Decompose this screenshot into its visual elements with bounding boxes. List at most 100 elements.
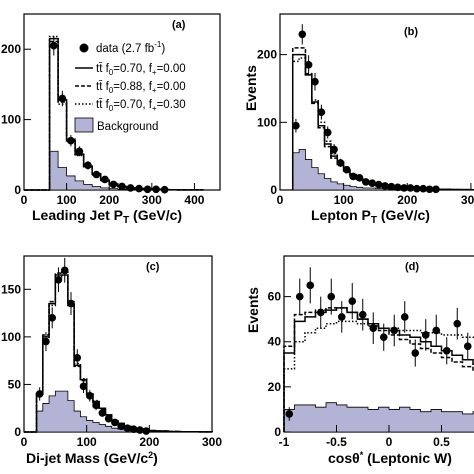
panel-b-data-points bbox=[292, 24, 440, 194]
data-point bbox=[42, 337, 50, 346]
data-point bbox=[323, 128, 332, 137]
legend-dashed-label: tt̄ f0=0.88, f+=0.00 bbox=[96, 81, 186, 95]
data-point bbox=[421, 331, 430, 339]
x-tick-label: 200 bbox=[139, 435, 159, 449]
x-tick-label: -1 bbox=[279, 435, 290, 449]
background-histogram bbox=[283, 402, 474, 433]
data-point bbox=[98, 409, 107, 417]
data-point bbox=[104, 414, 113, 423]
data-point bbox=[362, 178, 370, 186]
panel-b-label: (b) bbox=[404, 26, 418, 38]
data-point bbox=[327, 292, 336, 301]
data-point bbox=[84, 161, 92, 170]
data-point bbox=[135, 184, 143, 193]
panel-a-label: (a) bbox=[172, 19, 186, 31]
y-tick-label: 0 bbox=[274, 425, 281, 439]
data-point bbox=[123, 424, 132, 432]
panel-b-hist-dotted bbox=[291, 57, 474, 191]
data-point bbox=[58, 94, 67, 103]
x-tick-label: 100 bbox=[57, 193, 77, 207]
panel-b: 0 100 200 300 0 100 200 (b) Events Lepton PT (… bbox=[243, 13, 474, 226]
panel-b-hist-solid bbox=[291, 53, 474, 191]
y-tick-label: 0 bbox=[14, 183, 21, 197]
data-point bbox=[379, 333, 388, 342]
data-point bbox=[298, 30, 307, 39]
legend-data-marker bbox=[79, 43, 89, 53]
legend-data-label: data (2.7 fb-1) bbox=[96, 40, 165, 55]
data-point bbox=[292, 121, 300, 130]
data-point bbox=[129, 425, 138, 433]
data-point bbox=[54, 275, 63, 284]
signal-histogram-dashed bbox=[283, 307, 474, 432]
data-point bbox=[432, 326, 441, 335]
data-point bbox=[118, 182, 126, 191]
panel-d-hist-solid bbox=[283, 307, 474, 432]
data-point bbox=[381, 182, 389, 190]
data-point bbox=[358, 310, 367, 319]
data-point bbox=[111, 418, 119, 427]
x-tick-label: 300 bbox=[142, 193, 162, 207]
panel-c-label: (c) bbox=[146, 261, 160, 273]
panel-d-ylabel: Events bbox=[245, 287, 261, 333]
data-point bbox=[369, 324, 378, 333]
data-point bbox=[143, 185, 152, 194]
x-tick-label: 100 bbox=[77, 435, 97, 449]
data-point bbox=[86, 392, 94, 400]
data-point bbox=[75, 147, 84, 156]
x-tick-label: 200 bbox=[397, 193, 417, 207]
data-point bbox=[50, 41, 58, 50]
y-tick-label: 0 bbox=[270, 183, 277, 197]
legend-dotted-label: tt̄ f0=0.70, f+=0.30 bbox=[96, 99, 186, 113]
data-point bbox=[160, 185, 169, 194]
data-point bbox=[413, 184, 421, 193]
data-point bbox=[67, 299, 75, 308]
y-tick-label: 60 bbox=[268, 290, 282, 304]
data-point bbox=[142, 427, 150, 435]
signal-histogram-dashed bbox=[291, 47, 474, 191]
data-point bbox=[306, 281, 315, 290]
data-point bbox=[67, 136, 75, 145]
panel-b-xlabel: Lepton PT (GeV/c) bbox=[311, 207, 430, 226]
y-tick-label: 100 bbox=[257, 115, 277, 129]
data-point bbox=[311, 77, 319, 86]
data-point bbox=[136, 426, 144, 434]
x-tick-label: 0 bbox=[386, 435, 393, 449]
panel-a: 0 100 200 300 400 0 100 200 (a) Leading Jet PT … bbox=[1, 13, 221, 226]
data-point bbox=[101, 175, 109, 184]
panel-c-xlabel: Di-jet Mass (GeV/c2) bbox=[26, 450, 158, 466]
data-point bbox=[92, 170, 101, 179]
y-tick-label: 200 bbox=[257, 48, 277, 62]
panel-b-hist-dashed bbox=[291, 47, 474, 191]
legend: data (2.7 fb-1) tt̄ f0=0.70, f+=0.00 tt̄… bbox=[74, 40, 186, 133]
x-tick-label: -0.5 bbox=[326, 435, 347, 449]
data-point bbox=[109, 180, 118, 189]
y-tick-label: 150 bbox=[1, 282, 21, 296]
panel-c-data-points bbox=[35, 257, 150, 435]
y-tick-label: 200 bbox=[1, 42, 21, 56]
signal-histogram-solid bbox=[283, 307, 474, 432]
y-tick-label: 50 bbox=[8, 377, 22, 391]
data-point bbox=[117, 422, 125, 431]
x-tick-label: 100 bbox=[334, 193, 354, 207]
data-point bbox=[390, 326, 399, 335]
x-tick-label: 300 bbox=[202, 435, 222, 449]
y-tick-label: 100 bbox=[1, 330, 21, 344]
data-point bbox=[330, 145, 338, 154]
data-point bbox=[432, 185, 440, 194]
data-point bbox=[316, 308, 325, 317]
panel-a-data-points bbox=[50, 35, 169, 194]
panel-d-ticks: -1 -0.5 0 0.5 0 20 40 60 bbox=[268, 290, 451, 449]
panel-c-ticks: 0 100 200 300 0 50 100 150 bbox=[1, 282, 222, 449]
legend-background-swatch bbox=[74, 117, 94, 133]
data-point bbox=[285, 410, 294, 418]
data-point bbox=[348, 297, 357, 305]
panel-b-ylabel: Events bbox=[243, 65, 259, 111]
signal-histogram-dotted bbox=[283, 320, 474, 432]
data-point bbox=[400, 184, 408, 192]
data-point bbox=[317, 108, 326, 116]
panel-d-hist-dotted bbox=[283, 320, 474, 432]
y-tick-label: 100 bbox=[1, 113, 21, 127]
panel-d-background bbox=[283, 402, 474, 433]
legend-background-label: Background bbox=[97, 121, 158, 133]
x-tick-label: 0 bbox=[277, 193, 284, 207]
